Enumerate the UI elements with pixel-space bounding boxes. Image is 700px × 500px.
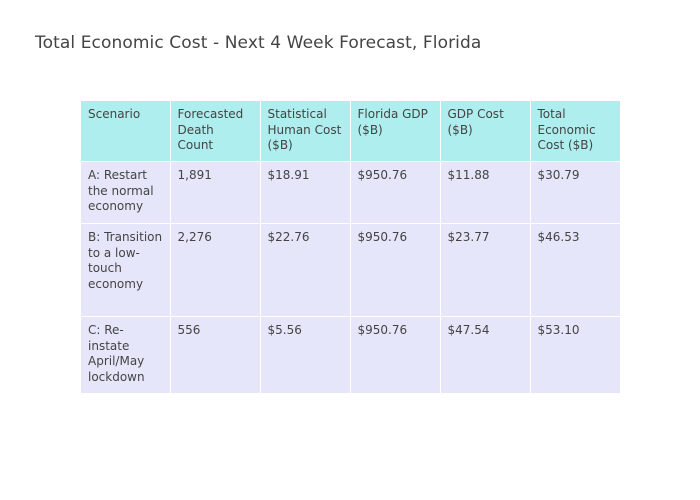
cell-gdp-cost: $11.88 — [440, 161, 531, 224]
cell-total-cost: $30.79 — [530, 161, 620, 224]
cell-total-cost: $53.10 — [530, 316, 620, 394]
cell-human-cost: $18.91 — [260, 161, 351, 224]
cell-death-count: 2,276 — [170, 223, 261, 317]
header-row: Scenario Forecasted Death Count Statisti… — [81, 101, 620, 162]
cell-human-cost: $22.76 — [260, 223, 351, 317]
cell-human-cost: $5.56 — [260, 316, 351, 394]
cell-scenario: A: Restart the normal economy — [81, 161, 171, 224]
header-cell-scenario: Scenario — [81, 101, 171, 162]
cell-death-count: 556 — [170, 316, 261, 394]
cell-gdp-cost: $23.77 — [440, 223, 531, 317]
forecast-table: Scenario Forecasted Death Count Statisti… — [81, 101, 620, 394]
cell-gdp-cost: $47.54 — [440, 316, 531, 394]
table-row: A: Restart the normal economy 1,891 $18.… — [81, 161, 620, 224]
cell-scenario: C: Re-instate April/May lockdown — [81, 316, 171, 394]
header-cell-death-count: Forecasted Death Count — [170, 101, 261, 162]
cell-total-cost: $46.53 — [530, 223, 620, 317]
header-cell-gdp-cost: GDP Cost ($B) — [440, 101, 531, 162]
cell-florida-gdp: $950.76 — [350, 316, 441, 394]
cell-florida-gdp: $950.76 — [350, 161, 441, 224]
cell-death-count: 1,891 — [170, 161, 261, 224]
cell-florida-gdp: $950.76 — [350, 223, 441, 317]
cell-scenario: B: Transition to a low-touch economy — [81, 223, 171, 317]
header-cell-florida-gdp: Florida GDP ($B) — [350, 101, 441, 162]
header-cell-total-cost: Total Economic Cost ($B) — [530, 101, 620, 162]
table-row: B: Transition to a low-touch economy 2,2… — [81, 223, 620, 317]
chart-title: Total Economic Cost - Next 4 Week Foreca… — [35, 33, 482, 53]
table-row: C: Re-instate April/May lockdown 556 $5.… — [81, 316, 620, 394]
header-cell-human-cost: Statistical Human Cost ($B) — [260, 101, 351, 162]
